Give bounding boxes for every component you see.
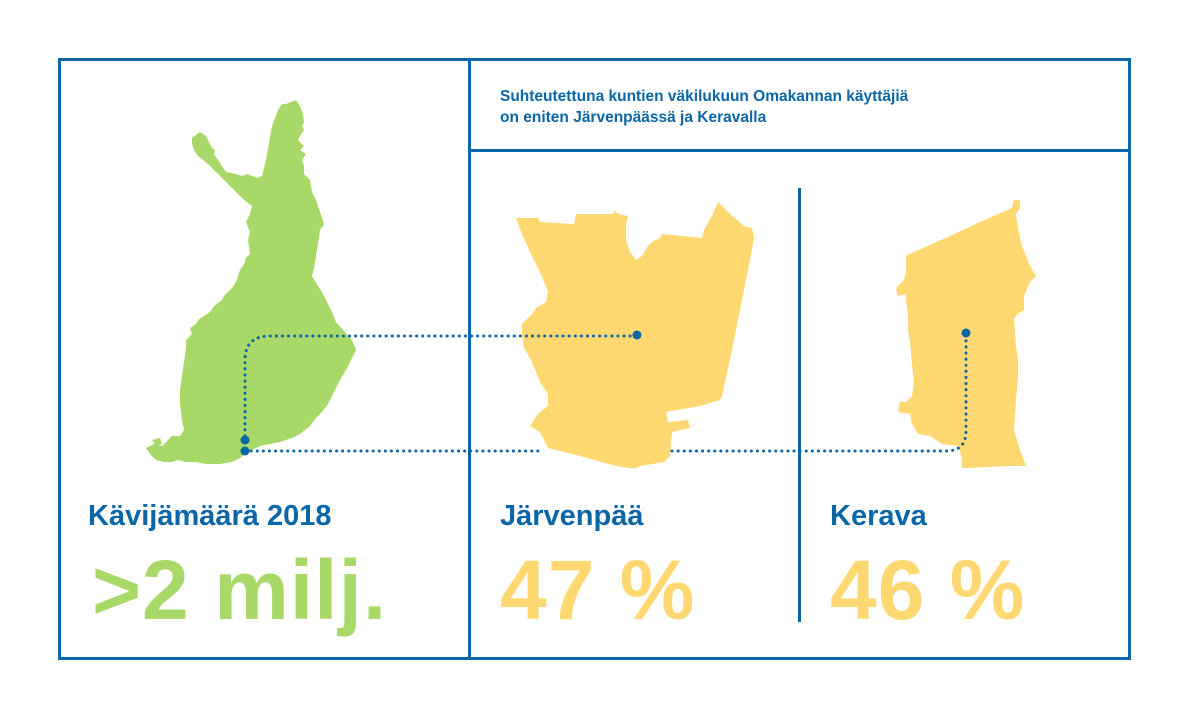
jarvenpaa-label: Järvenpää	[500, 500, 644, 532]
finland-label: Kävijämäärä 2018	[88, 500, 332, 532]
headline-line-2: on eniten Järvenpäässä ja Keravalla	[500, 109, 767, 126]
headline: Suhteutettuna kuntien väkilukuun Omakann…	[500, 86, 1100, 128]
connector-lines	[243, 334, 968, 453]
jarvenpaa-value: 47 %	[500, 543, 696, 637]
connector-dots	[240, 328, 971, 456]
kerava-center-point	[961, 328, 971, 338]
infographic-frame	[58, 58, 1131, 660]
finland-visitors-value: >2 milj.	[92, 543, 388, 637]
municipality-divider	[798, 188, 801, 622]
finland-point-1	[240, 435, 250, 445]
connector-jarvenpaa	[243, 334, 638, 438]
finland-point-2	[240, 446, 250, 456]
jarvenpaa-center-point	[632, 330, 642, 340]
connector-kerava-right	[670, 334, 968, 453]
kerava-value: 46 %	[830, 543, 1026, 637]
header-divider	[468, 149, 1131, 152]
headline-line-1: Suhteutettuna kuntien väkilukuun Omakann…	[500, 88, 909, 105]
kerava-label: Kerava	[830, 500, 927, 532]
vertical-divider	[468, 58, 471, 660]
finland-map-icon	[146, 100, 356, 464]
